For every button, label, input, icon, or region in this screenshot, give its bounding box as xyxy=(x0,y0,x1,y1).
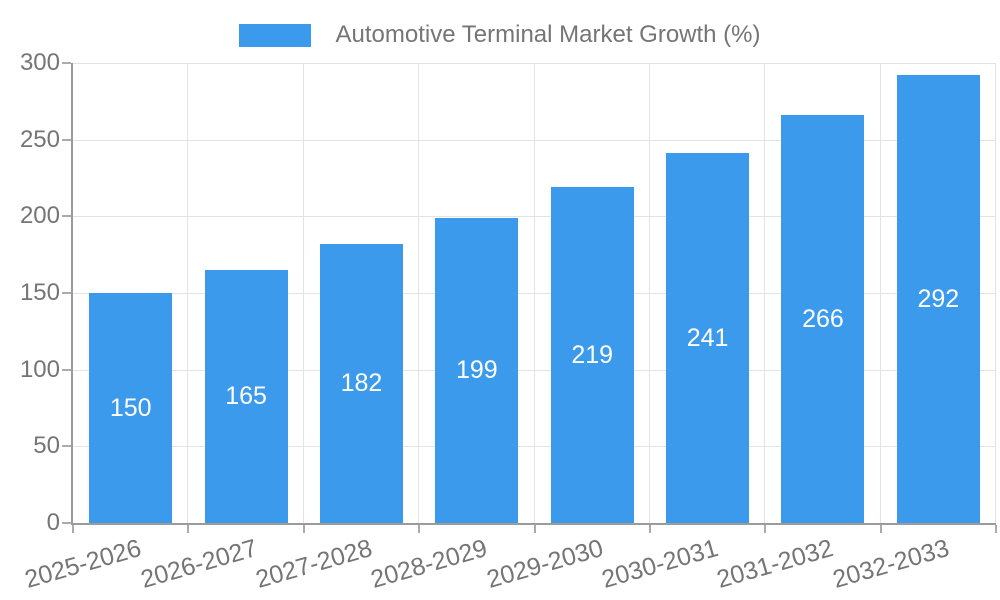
bar-value-label: 150 xyxy=(109,393,152,422)
x-axis-tick-label: 2030-2031 xyxy=(598,534,722,594)
x-axis-tick-label: 2025-2026 xyxy=(21,534,145,594)
bar-2032-2033[interactable]: 292 xyxy=(896,75,980,523)
x-axis-tick-label: 2027-2028 xyxy=(252,534,376,594)
y-gridline xyxy=(73,293,996,294)
x-axis-tick-mark xyxy=(418,525,421,533)
x-axis-tick-mark xyxy=(995,525,997,533)
x-axis-tick-mark xyxy=(72,525,74,533)
x-axis-tick-mark xyxy=(879,525,882,533)
x-axis-tick-mark xyxy=(302,525,305,533)
y-axis-tick-mark xyxy=(62,368,71,371)
x-axis-tick-label: 2028-2029 xyxy=(367,534,491,594)
bar-2027-2028[interactable]: 182 xyxy=(319,243,403,523)
bar-2029-2030[interactable]: 219 xyxy=(550,187,634,523)
bar-value-label: 182 xyxy=(340,368,383,397)
y-axis-tick-label: 250 xyxy=(19,125,60,153)
y-axis-tick-label: 50 xyxy=(33,432,60,460)
x-gridline xyxy=(879,63,881,523)
x-gridline xyxy=(995,63,996,523)
y-gridline xyxy=(73,63,996,64)
y-axis-tick-mark xyxy=(62,62,71,64)
plot-area: 150 165 182 199 219 241 266 292 xyxy=(71,63,996,525)
x-axis-tick-mark xyxy=(533,525,536,533)
legend-swatch xyxy=(239,23,312,47)
x-axis-tick-mark xyxy=(648,525,651,533)
x-gridline xyxy=(764,63,766,523)
x-axis-tick-label: 2026-2027 xyxy=(137,534,260,594)
bar-value-label: 241 xyxy=(686,323,729,352)
x-axis-tick-label: 2031-2032 xyxy=(714,534,837,594)
x-gridline xyxy=(648,63,650,523)
bar-value-label: 266 xyxy=(802,304,844,333)
y-axis-tick-mark xyxy=(62,215,71,218)
y-axis-tick-mark xyxy=(62,292,71,294)
y-axis-tick-label: 150 xyxy=(19,279,60,306)
y-gridline xyxy=(73,369,996,371)
bar-2025-2026[interactable]: 150 xyxy=(89,293,173,523)
bar-value-label: 219 xyxy=(571,340,614,369)
bar-value-label: 292 xyxy=(917,284,960,313)
x-axis-tick-label: 2032-2033 xyxy=(829,534,953,594)
x-gridline xyxy=(302,63,304,523)
y-axis-tick-label: 0 xyxy=(46,509,60,536)
bar-2030-2031[interactable]: 241 xyxy=(666,153,750,523)
legend-label: Automotive Terminal Market Growth (%) xyxy=(335,21,761,48)
bar-value-label: 199 xyxy=(455,355,498,384)
y-gridline xyxy=(73,216,996,218)
y-axis-tick-label: 300 xyxy=(19,49,60,76)
legend-item[interactable]: Automotive Terminal Market Growth (%) xyxy=(0,21,1000,49)
x-axis-tick-label: 2029-2030 xyxy=(483,534,606,594)
y-axis-tick-mark xyxy=(62,522,71,524)
bar-2028-2029[interactable]: 199 xyxy=(435,217,519,523)
y-axis-tick-label: 100 xyxy=(19,355,60,383)
x-axis-tick-mark xyxy=(764,525,767,533)
x-gridline xyxy=(533,63,535,523)
bar-value-label: 165 xyxy=(225,382,267,410)
x-axis-tick-mark xyxy=(187,525,190,533)
x-gridline xyxy=(187,63,189,523)
x-gridline xyxy=(418,63,420,523)
bar-2031-2032[interactable]: 266 xyxy=(781,115,865,523)
y-axis-tick-mark xyxy=(62,138,71,141)
bar-2026-2027[interactable]: 165 xyxy=(204,270,288,523)
y-gridline xyxy=(73,446,996,448)
y-gridline xyxy=(73,139,996,141)
y-axis-tick-label: 200 xyxy=(19,202,60,230)
y-axis-tick-mark xyxy=(62,445,71,448)
